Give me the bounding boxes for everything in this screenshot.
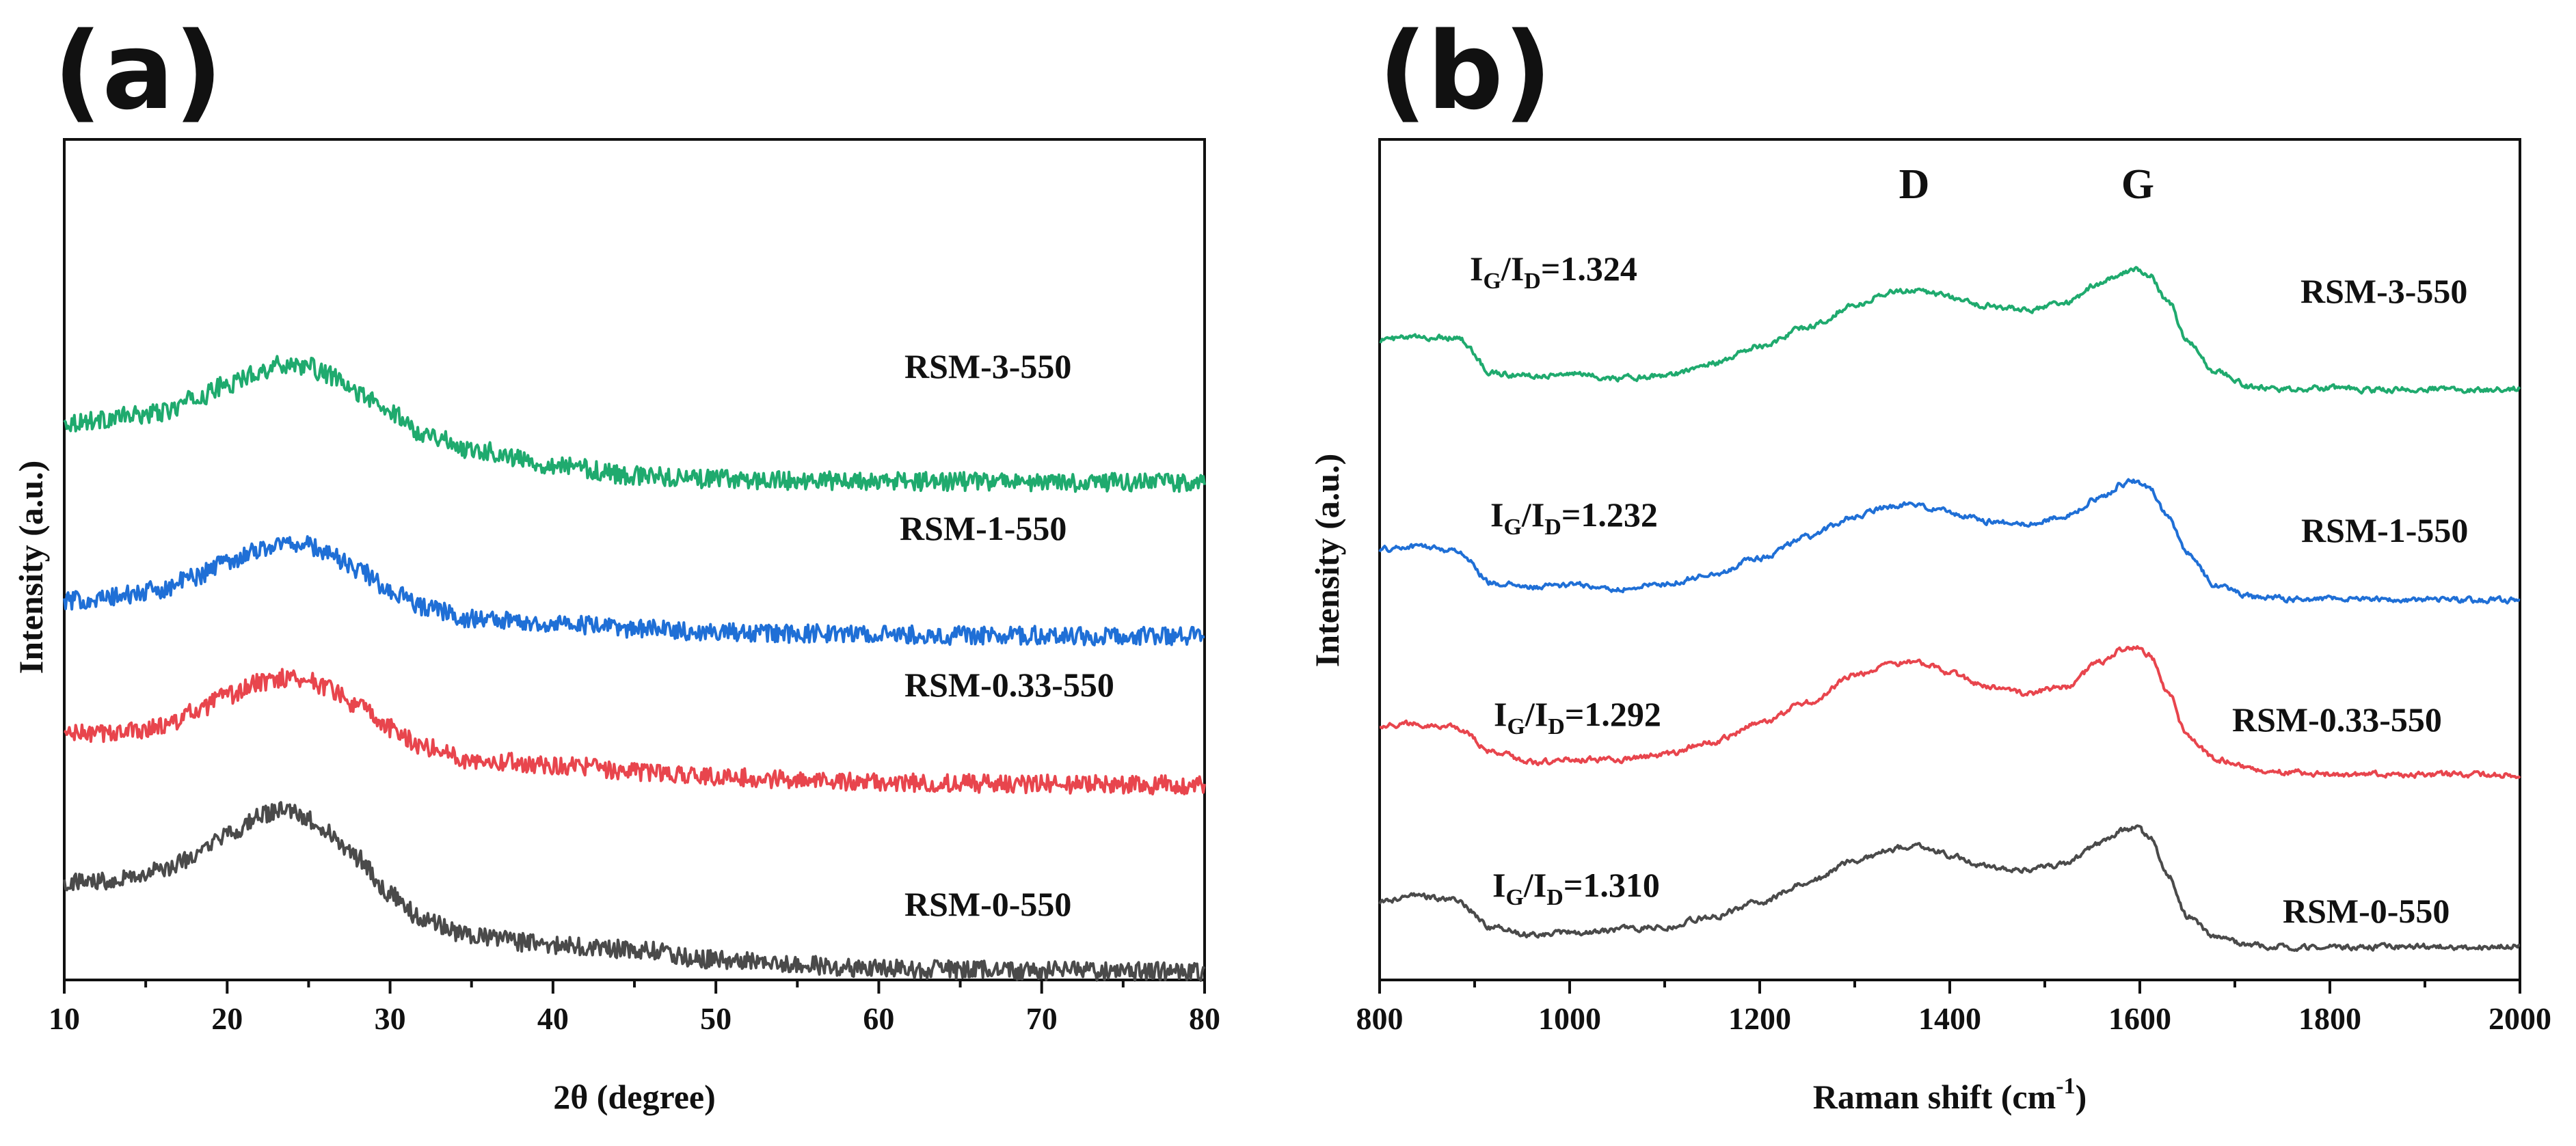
- trace-rsm-0.33-550: [1379, 645, 2521, 780]
- panel-b-x-ticks: [1378, 980, 2521, 994]
- trace-rsm-1-550: [1378, 478, 2521, 605]
- trace-rsm-0-550: [1378, 824, 2521, 952]
- panel-a-x-axis-title: 2θ (degree): [553, 1078, 716, 1116]
- x-axis-title-main: Raman shift (cm: [1813, 1078, 2056, 1116]
- x-tick-label-1800: 1800: [2298, 1001, 2361, 1036]
- trace-rsm-3-550: [1379, 266, 2521, 395]
- ratio-main: I: [1494, 695, 1507, 733]
- x-tick-label-70: 70: [1026, 1001, 1058, 1036]
- panel-b-traces: [1378, 266, 2521, 952]
- ratio-slash: /I: [1523, 866, 1546, 904]
- x-tick-label-1000: 1000: [1538, 1001, 1601, 1036]
- ratio-slash: /I: [1525, 695, 1548, 733]
- trace-rsm-1-550: [63, 535, 1205, 646]
- trace-rsm-0.33-550: [64, 668, 1206, 795]
- panel-b-raman-chart: (b) 800 1000 1200 1400 1600 1800 2000 D G IG/I…: [1308, 9, 2551, 1116]
- ratio-sub-d: D: [1524, 269, 1541, 294]
- ratio-sub-g: G: [1507, 714, 1525, 739]
- ratio-main: I: [1492, 866, 1505, 904]
- x-tick-label-60: 60: [863, 1001, 894, 1036]
- panel-b-peak-annotations: D G: [1899, 161, 2155, 208]
- ratio-label-rsm-0-550: IG/ID=1.310: [1492, 866, 1660, 910]
- ratio-label-rsm-1-550: IG/ID=1.232: [1490, 495, 1658, 540]
- ratio-label-rsm-3-550: IG/ID=1.324: [1470, 249, 1637, 294]
- panel-a-label-rsm-0.33-550: RSM-0.33-550: [904, 666, 1114, 704]
- x-tick-label-1200: 1200: [1728, 1001, 1791, 1036]
- ratio-sub-g: G: [1483, 269, 1501, 294]
- ratio-value: =1.324: [1541, 249, 1637, 288]
- x-tick-label-50: 50: [700, 1001, 732, 1036]
- panel-a-series-labels: RSM-3-550 RSM-1-550 RSM-0.33-550 RSM-0-5…: [900, 347, 1114, 923]
- x-tick-label-80: 80: [1189, 1001, 1220, 1036]
- ratio-value: =1.232: [1561, 495, 1658, 534]
- ratio-sub-d: D: [1544, 515, 1561, 540]
- panel-a-y-axis-title: Intensity (a.u.): [12, 461, 50, 674]
- ratio-label-rsm-0.33-550: IG/ID=1.292: [1494, 695, 1661, 739]
- x-tick-label-20: 20: [211, 1001, 243, 1036]
- panel-b-label-rsm-3-550: RSM-3-550: [2300, 272, 2467, 310]
- ratio-slash: /I: [1521, 495, 1544, 534]
- panel-a-label-rsm-0-550: RSM-0-550: [904, 885, 1071, 923]
- panel-a-xrd-chart: (a) 10 20 30 40 50 60 70 80 RSM-3-550 RSM-1-550…: [12, 9, 1220, 1116]
- panel-b-y-axis-title: Intensity (a.u.): [1308, 454, 1346, 668]
- panel-a-label-rsm-3-550: RSM-3-550: [904, 347, 1071, 385]
- trace-rsm-3-550: [63, 355, 1206, 493]
- ratio-value: =1.310: [1564, 866, 1660, 904]
- panel-b-label-rsm-1-550: RSM-1-550: [2301, 511, 2468, 549]
- panel-b-label-rsm-0-550: RSM-0-550: [2283, 892, 2450, 930]
- x-tick-label-40: 40: [537, 1001, 569, 1036]
- x-tick-label-1400: 1400: [1918, 1001, 1981, 1036]
- panel-b-x-axis-title: Raman shift (cm-1): [1813, 1074, 2087, 1116]
- ratio-sub-d: D: [1548, 714, 1565, 739]
- x-tick-label-800: 800: [1356, 1001, 1404, 1036]
- peak-label-d: D: [1899, 161, 1930, 208]
- trace-rsm-0-550: [63, 801, 1206, 982]
- panel-b-label: (b): [1378, 9, 1552, 133]
- ratio-main: I: [1470, 249, 1483, 288]
- panel-b-x-tick-labels: 800 1000 1200 1400 1600 1800 2000: [1356, 1001, 2552, 1036]
- panel-a-x-ticks: [63, 980, 1206, 994]
- ratio-main: I: [1490, 495, 1503, 534]
- x-tick-label-10: 10: [49, 1001, 80, 1036]
- panel-a-traces: [63, 355, 1206, 982]
- x-tick-label-1600: 1600: [2108, 1001, 2171, 1036]
- panel-a-label-rsm-1-550: RSM-1-550: [900, 509, 1066, 547]
- x-tick-label-2000: 2000: [2488, 1001, 2551, 1036]
- panel-b-series-labels: RSM-3-550 RSM-1-550 RSM-0.33-550 RSM-0-5…: [2232, 272, 2468, 930]
- peak-label-g: G: [2121, 161, 2154, 208]
- panel-a-x-tick-labels: 10 20 30 40 50 60 70 80: [49, 1001, 1220, 1036]
- x-axis-title-superscript: -1: [2056, 1074, 2075, 1099]
- ratio-sub-g: G: [1505, 885, 1523, 910]
- ratio-value: =1.292: [1565, 695, 1661, 733]
- x-tick-label-30: 30: [375, 1001, 406, 1036]
- panel-b-label-rsm-0.33-550: RSM-0.33-550: [2232, 700, 2442, 739]
- ratio-sub-d: D: [1546, 885, 1564, 910]
- panel-a-label: (a): [53, 9, 223, 133]
- panel-b-ratio-labels: IG/ID=1.324 IG/ID=1.232 IG/ID=1.292 IG/I…: [1470, 249, 1661, 910]
- ratio-sub-g: G: [1503, 515, 1521, 540]
- ratio-slash: /I: [1501, 249, 1524, 288]
- x-axis-title-suffix: ): [2076, 1078, 2087, 1116]
